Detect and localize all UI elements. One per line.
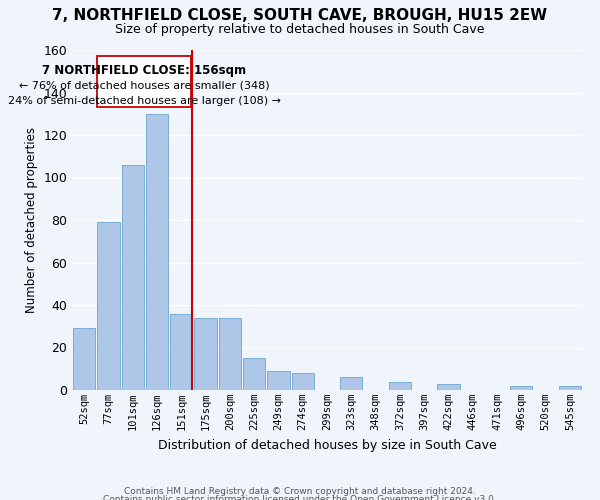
Bar bbox=[292, 373, 314, 390]
Bar bbox=[218, 318, 241, 390]
Bar bbox=[97, 222, 119, 390]
Text: ← 76% of detached houses are smaller (348): ← 76% of detached houses are smaller (34… bbox=[19, 81, 269, 91]
Bar bbox=[437, 384, 460, 390]
Bar bbox=[267, 371, 290, 390]
Bar bbox=[243, 358, 265, 390]
Y-axis label: Number of detached properties: Number of detached properties bbox=[25, 127, 38, 313]
Bar bbox=[510, 386, 532, 390]
Bar bbox=[170, 314, 193, 390]
X-axis label: Distribution of detached houses by size in South Cave: Distribution of detached houses by size … bbox=[158, 438, 496, 452]
FancyBboxPatch shape bbox=[97, 56, 191, 108]
Bar bbox=[194, 318, 217, 390]
Bar bbox=[389, 382, 411, 390]
Text: 7, NORTHFIELD CLOSE, SOUTH CAVE, BROUGH, HU15 2EW: 7, NORTHFIELD CLOSE, SOUTH CAVE, BROUGH,… bbox=[52, 8, 548, 22]
Bar bbox=[146, 114, 168, 390]
Text: 24% of semi-detached houses are larger (108) →: 24% of semi-detached houses are larger (… bbox=[8, 96, 281, 106]
Text: 7 NORTHFIELD CLOSE: 156sqm: 7 NORTHFIELD CLOSE: 156sqm bbox=[42, 64, 246, 77]
Text: Contains HM Land Registry data © Crown copyright and database right 2024.: Contains HM Land Registry data © Crown c… bbox=[124, 488, 476, 496]
Bar bbox=[122, 165, 144, 390]
Text: Size of property relative to detached houses in South Cave: Size of property relative to detached ho… bbox=[115, 22, 485, 36]
Bar bbox=[559, 386, 581, 390]
Text: Contains public sector information licensed under the Open Government Licence v3: Contains public sector information licen… bbox=[103, 495, 497, 500]
Bar bbox=[340, 378, 362, 390]
Bar bbox=[73, 328, 95, 390]
